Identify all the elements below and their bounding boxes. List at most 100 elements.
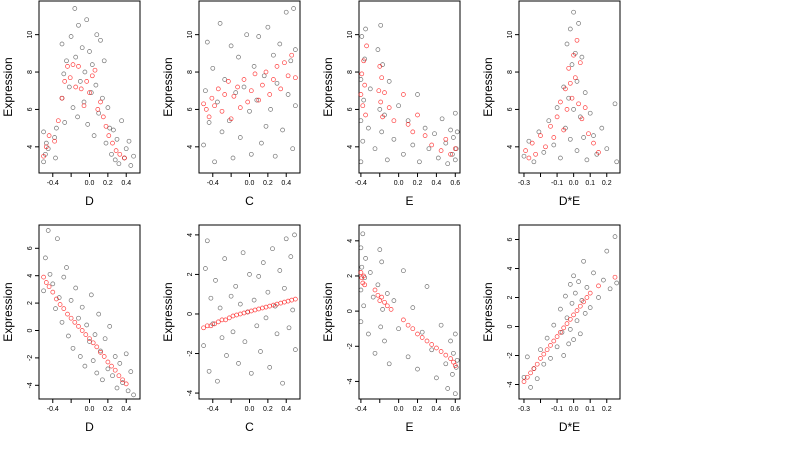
observed-point xyxy=(554,344,560,350)
observed-point xyxy=(59,319,65,325)
observed-point xyxy=(112,354,118,359)
observed-point xyxy=(386,79,392,84)
observed-point xyxy=(283,236,289,242)
fitted-point xyxy=(577,60,583,66)
observed-point xyxy=(254,97,260,103)
observed-point xyxy=(567,26,573,32)
y-tick-label: 2 xyxy=(507,295,514,299)
observed-point xyxy=(217,21,223,26)
fitted-point xyxy=(524,374,530,380)
x-tick-label: -0.4 xyxy=(207,180,219,187)
observed-point xyxy=(584,285,590,290)
fitted-point xyxy=(46,284,52,290)
fitted-point xyxy=(554,334,560,339)
fitted-point xyxy=(523,148,528,153)
observed-point xyxy=(100,95,105,101)
plot-frame xyxy=(358,224,461,400)
observed-point xyxy=(596,295,601,300)
fitted-point xyxy=(376,88,382,94)
observed-point xyxy=(47,271,53,277)
x-tick-label: 0.6 xyxy=(450,180,460,187)
observed-point xyxy=(544,335,550,341)
fitted-point xyxy=(105,359,111,365)
observed-point xyxy=(567,136,573,142)
y-axis-title: Expression xyxy=(321,282,335,341)
observed-point xyxy=(91,133,97,138)
fitted-point xyxy=(358,270,364,275)
observed-point xyxy=(224,353,229,358)
fitted-point xyxy=(538,356,543,361)
observed-point xyxy=(541,150,547,155)
observed-point xyxy=(107,324,113,329)
observed-point xyxy=(105,105,111,110)
y-tick-label: 2 xyxy=(187,272,194,276)
observed-point xyxy=(581,135,586,140)
observed-point xyxy=(558,155,563,161)
observed-point xyxy=(265,289,271,295)
observed-point xyxy=(359,34,365,39)
observed-point xyxy=(68,34,74,39)
observed-point xyxy=(114,136,120,142)
observed-point xyxy=(367,270,373,275)
observed-point xyxy=(454,357,460,363)
y-tick-label: 6 xyxy=(27,246,34,250)
observed-point xyxy=(361,303,367,309)
observed-point xyxy=(101,58,107,64)
observed-point xyxy=(94,370,100,376)
observed-point xyxy=(571,273,576,279)
observed-point xyxy=(213,278,218,283)
fitted-point xyxy=(256,97,262,103)
observed-point xyxy=(88,90,94,95)
observed-series xyxy=(41,228,136,398)
observed-point xyxy=(41,129,46,135)
fitted-point xyxy=(581,299,586,305)
observed-point xyxy=(237,301,243,307)
observed-point xyxy=(591,270,596,276)
observed-point xyxy=(286,325,292,331)
observed-point xyxy=(292,232,297,238)
x-tick-label: 0.2 xyxy=(602,406,612,413)
fitted-point xyxy=(274,64,280,69)
fitted-point xyxy=(405,322,411,328)
observed-point xyxy=(85,122,91,127)
observed-point xyxy=(571,107,576,112)
y-tick-label: 8 xyxy=(347,70,354,74)
y-axis-title: Expression xyxy=(161,282,175,341)
fitted-point xyxy=(41,274,46,280)
y-tick-label: 6 xyxy=(507,237,514,241)
x-tick-label: 0.0 xyxy=(245,406,255,413)
observed-point xyxy=(288,58,294,64)
fitted-point xyxy=(260,82,265,88)
observed-point xyxy=(76,22,81,28)
observed-point xyxy=(90,358,96,363)
fitted-point xyxy=(587,290,593,296)
fitted-point xyxy=(65,64,70,69)
fitted-point xyxy=(448,356,453,361)
fitted-point xyxy=(92,67,98,73)
observed-point xyxy=(531,159,537,165)
observed-point xyxy=(208,295,214,301)
fitted-point xyxy=(90,340,96,346)
fitted-point xyxy=(388,307,394,312)
observed-point xyxy=(280,127,285,133)
observed-point xyxy=(614,280,620,286)
fitted-point xyxy=(122,155,127,161)
fitted-series xyxy=(521,274,618,384)
observed-point xyxy=(452,110,458,116)
fitted-point xyxy=(65,311,70,317)
observed-point xyxy=(291,6,296,11)
fitted-point xyxy=(566,65,572,71)
x-axis-title: D xyxy=(85,420,94,434)
fitted-point xyxy=(271,77,276,82)
x-tick-label: 0.6 xyxy=(450,406,460,413)
observed-point xyxy=(219,129,225,135)
y-tick-label: 10 xyxy=(347,31,354,39)
fitted-point xyxy=(401,317,406,323)
observed-point xyxy=(109,151,114,157)
fitted-point xyxy=(564,107,570,112)
observed-point xyxy=(558,306,563,312)
fitted-point xyxy=(375,292,381,298)
observed-point xyxy=(293,47,298,52)
fitted-point xyxy=(424,338,430,344)
x-tick-label: 0.2 xyxy=(413,180,423,187)
